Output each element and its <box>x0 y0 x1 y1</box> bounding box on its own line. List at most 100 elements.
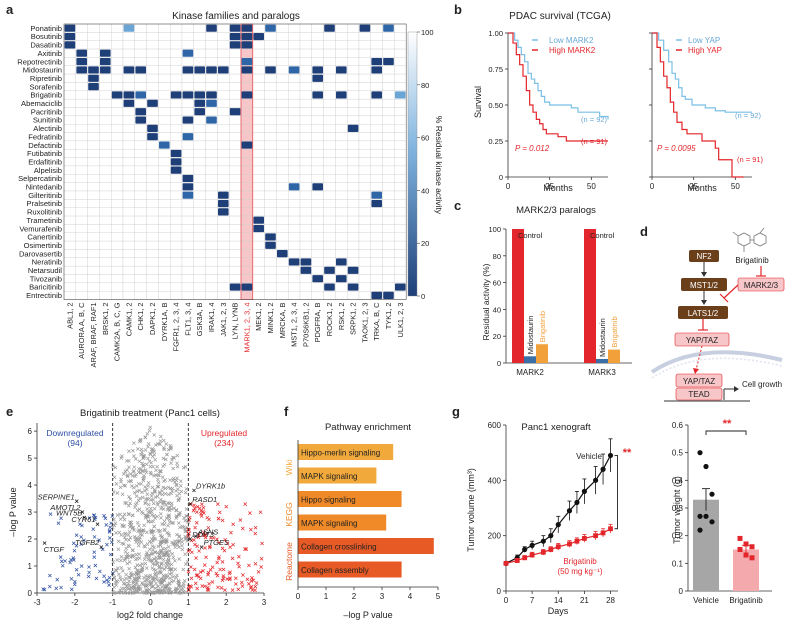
volcano-point-ns <box>149 551 154 556</box>
heatmap-bg-cell <box>240 274 254 284</box>
volcano-point-ns <box>127 559 132 564</box>
volcano-point-ns <box>144 462 149 467</box>
node-mst <box>681 278 727 291</box>
volcano-point-up <box>223 537 228 542</box>
colorbar-tick-label: 40 <box>421 186 429 195</box>
heatmap-bg-cell <box>264 157 277 167</box>
heatmap-bg-cell <box>146 291 159 300</box>
weight-y-tick-label: 0.5 <box>672 449 684 458</box>
heatmap-bg-cell <box>122 32 136 41</box>
volcano-point-up <box>189 576 194 581</box>
heatmap-cell <box>312 66 323 74</box>
volcano-point-up <box>215 502 220 506</box>
colorbar-tick-label: 20 <box>421 239 429 248</box>
heatmap-cell <box>300 258 312 266</box>
heatmap-bg-cell <box>347 115 360 125</box>
heatmap-bg-cell <box>75 165 88 175</box>
heatmap-bg-cell <box>311 107 324 117</box>
heatmap-bg-cell <box>323 32 336 41</box>
heatmap-bg-cell <box>134 207 147 217</box>
volcano-point-up <box>229 530 233 535</box>
pathway-bar-label: Collagen assembly <box>301 566 369 575</box>
volcano-point-down <box>105 542 109 547</box>
volcano-point-down <box>87 565 91 569</box>
volcano-point-ns <box>141 463 146 467</box>
volcano-point-ns <box>166 586 171 591</box>
volcano-point-ns <box>169 491 174 496</box>
volcano-point-up <box>196 574 201 579</box>
heatmap-cell <box>135 91 146 99</box>
heatmap-col-label: MEK1, 2 <box>254 303 263 331</box>
survival-ylabel: Survival <box>473 86 483 118</box>
heatmap-bg-cell <box>264 57 277 66</box>
heatmap-bg-cell <box>134 23 147 33</box>
heatmap-bg-cell <box>335 40 348 50</box>
volcano-point-ns <box>157 565 162 569</box>
volcano-point-ns <box>174 508 179 512</box>
volcano-gene-label: RASD1 <box>192 495 217 504</box>
colorbar-tick-label: 100 <box>421 28 434 37</box>
volcano-point-ns <box>169 566 174 571</box>
heatmap-bg-cell <box>169 291 183 300</box>
heatmap-bg-cell <box>358 115 372 125</box>
volcano-point-up <box>259 556 264 561</box>
volcano-point-down <box>100 547 105 552</box>
volcano-point-ns <box>175 464 180 469</box>
heatmap-bg-cell <box>122 140 136 150</box>
growth-point <box>540 538 546 544</box>
volcano-point-ns <box>128 501 133 506</box>
heatmap-cell <box>159 141 170 149</box>
volcano-point-ns <box>152 473 156 478</box>
heatmap-col-label: MST1, 2, 3, 4 <box>290 303 299 347</box>
heatmap-bg-cell <box>358 199 372 208</box>
heatmap-bg-cell <box>370 265 383 275</box>
volcano-point-ns <box>140 469 145 474</box>
heatmap-bg-cell <box>181 157 195 167</box>
heatmap-bg-cell <box>299 57 313 66</box>
volcano-point-ns <box>146 481 151 485</box>
heatmap-bg-cell <box>276 123 289 133</box>
heatmap-bg-cell <box>394 182 407 192</box>
volcano-point-ns <box>124 537 128 542</box>
heatmap-bg-cell <box>252 207 265 217</box>
volcano-point-down <box>56 521 61 526</box>
heatmap-bg-cell <box>299 65 313 75</box>
heatmap-bg-cell <box>276 215 289 225</box>
heatmap-bg-cell <box>358 40 372 50</box>
heatmap-bg-cell <box>63 123 77 133</box>
heatmap-bg-cell <box>217 32 230 41</box>
heatmap-bg-cell <box>240 240 254 250</box>
volcano-point-ns <box>180 547 185 552</box>
heatmap-bg-cell <box>158 199 171 208</box>
heatmap-bg-cell <box>146 157 159 167</box>
heatmap-bg-cell <box>335 140 348 150</box>
heatmap-bg-cell <box>358 190 372 200</box>
volcano-point-ns <box>116 547 121 552</box>
bar-c-y-tick-label: 60 <box>493 279 501 288</box>
heatmap-bg-cell <box>288 57 301 66</box>
volcano-point-ns <box>140 565 145 570</box>
heatmap-bg-cell <box>110 107 124 117</box>
heatmap-bg-cell <box>217 182 230 192</box>
volcano-point-ns <box>156 544 161 549</box>
heatmap-bg-cell <box>134 40 147 50</box>
volcano-point-up <box>186 569 191 574</box>
heatmap-bg-cell <box>75 23 88 33</box>
volcano-point-up <box>206 588 211 592</box>
heatmap-bg-cell <box>134 140 147 150</box>
volcano-point-ns <box>175 453 180 458</box>
heatmap-bg-cell <box>276 232 289 242</box>
heatmap-frame <box>63 23 407 300</box>
heatmap-bg-cell <box>323 215 336 225</box>
volcano-point-ns <box>153 576 158 581</box>
volcano-point-ns <box>172 579 176 583</box>
volcano-point-down <box>97 538 101 542</box>
volcano-point-ns <box>175 476 179 481</box>
volcano-point-ns <box>132 534 137 539</box>
heatmap-bg-cell <box>134 232 147 242</box>
heatmap-bg-cell <box>193 140 206 150</box>
heatmap-bg-cell <box>158 90 171 100</box>
volcano-point-down <box>48 512 53 516</box>
heatmap-bg-cell <box>311 98 324 108</box>
